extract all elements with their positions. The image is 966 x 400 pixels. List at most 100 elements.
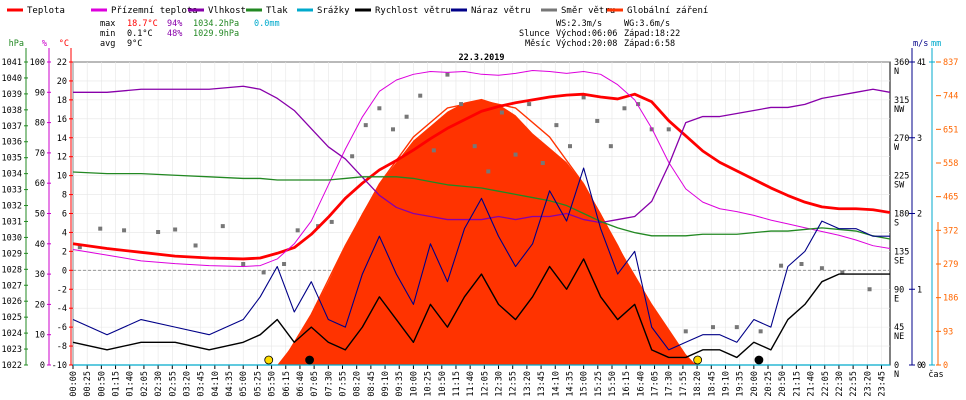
legend-label: Rychlost větru — [375, 6, 451, 16]
degc-tick-label: 8 — [62, 191, 67, 201]
ms-tick-label: 3 — [917, 134, 922, 144]
x-tick-label: 23:20 — [863, 371, 873, 397]
wind-direction-point — [758, 329, 763, 334]
wind-direction-point — [122, 228, 127, 233]
x-tick-label: 16:15 — [622, 371, 632, 397]
x-tick-label: 00:00 — [69, 371, 79, 397]
x-tick-label: 22:30 — [835, 371, 845, 397]
dir-tick-label: 360 — [894, 58, 909, 68]
sunset-info: Západ:18:22 — [624, 29, 680, 39]
degc-tick-label: -10 — [52, 361, 67, 371]
wind-direction-point — [513, 152, 518, 157]
legend-label: Náraz větru — [471, 6, 531, 16]
dir-tick-label: 135 — [894, 247, 909, 257]
wind-direction-point — [459, 102, 464, 107]
hpa-tick-label: 1030 — [2, 233, 22, 243]
x-tick-label: 20:50 — [778, 371, 788, 397]
pct-tick-label: 100 — [30, 58, 45, 68]
x-tick-label: 12:55 — [509, 371, 519, 397]
x-tick-label: 10:00 — [409, 371, 419, 397]
legend-label: Tlak — [266, 6, 288, 16]
stat-value: 48% — [167, 29, 182, 39]
wind-speed-info: WS:2.3m/s — [556, 19, 602, 29]
ms-tick-label: 2 — [917, 210, 922, 220]
degc-tick-label: 18 — [57, 96, 67, 106]
wind-direction-point — [377, 106, 382, 111]
dir-tick-label: SE — [894, 256, 904, 266]
dir-tick-label: 45 — [894, 323, 904, 333]
hpa-tick-label: 1037 — [2, 122, 22, 132]
radiation-area — [277, 98, 696, 365]
wind-direction-point — [734, 325, 739, 330]
wind-direction-point — [156, 230, 161, 235]
wind-direction-point — [527, 102, 532, 107]
degc-tick-label: -8 — [57, 342, 67, 352]
stats-row-label: min — [100, 29, 115, 39]
legend-item: Rychlost větru — [355, 6, 451, 16]
stat-value: 1034.2hPa — [193, 19, 239, 29]
wind-direction-point — [173, 227, 178, 232]
wm2-tick-label: 0 — [943, 361, 948, 371]
mm-axis-label: mm — [931, 39, 941, 49]
stats-row-label: avg — [100, 39, 115, 49]
wm2-tick-label: 837 — [943, 58, 958, 68]
wind-direction-point — [404, 114, 409, 119]
dir-tick-label: 0 — [894, 361, 899, 371]
wind-direction-point — [840, 270, 845, 275]
wind-direction-point — [554, 123, 559, 128]
x-tick-label: 08:45 — [367, 371, 377, 397]
x-tick-label: 04:35 — [225, 371, 235, 397]
x-tick-label: 02:30 — [154, 371, 164, 397]
wind-direction-point — [431, 148, 436, 153]
series-n-raz-v-tru-line — [72, 167, 890, 351]
wind-direction-point — [486, 169, 491, 174]
degc-tick-label: -2 — [57, 285, 67, 295]
hpa-tick-label: 1025 — [2, 313, 22, 323]
pct-tick-label: 10 — [35, 331, 45, 341]
pct-tick-label: 80 — [35, 119, 45, 129]
sunrise-marker — [264, 355, 274, 365]
wind-direction-point — [622, 106, 627, 111]
chart-title: 22.3.2019 — [458, 53, 504, 63]
degc-tick-label: 0 — [62, 266, 67, 276]
x-tick-label: 04:10 — [211, 371, 221, 397]
x-tick-label: 01:40 — [126, 371, 136, 397]
legend-label: Směr větru — [561, 6, 615, 16]
hpa-tick-label: 1034 — [2, 170, 22, 180]
pct-tick-label: 50 — [35, 210, 45, 220]
pct-tick-label: 30 — [35, 270, 45, 280]
ms-tick-label: 4 — [917, 58, 922, 68]
stat-value: 1029.9hPa — [193, 29, 239, 39]
x-tick-label: 21:40 — [807, 371, 817, 397]
x-tick-label: 06:40 — [296, 371, 306, 397]
wind-direction-point — [220, 224, 225, 229]
legend-item: Směr větru — [541, 6, 615, 16]
x-tick-label: 02:05 — [140, 371, 150, 397]
hpa-tick-label: 1038 — [2, 106, 22, 116]
dir-tick-label: S — [894, 219, 899, 229]
x-tick-label: 22:55 — [849, 371, 859, 397]
series-vlhkost-line — [73, 85, 891, 224]
sunset-marker — [693, 355, 703, 365]
pct-axis-label: % — [42, 39, 47, 49]
hpa-tick-label: 1036 — [2, 138, 22, 148]
wind-direction-point — [329, 219, 334, 224]
moonset-marker — [305, 355, 314, 365]
hpa-tick-label: 1024 — [2, 329, 22, 339]
moonrise-marker — [754, 355, 764, 365]
x-tick-label: 16:40 — [636, 371, 646, 397]
wind-direction-point — [241, 262, 246, 266]
dir-tick-label: 315 — [894, 96, 909, 106]
legend-item: Globální záření — [607, 6, 708, 16]
sun-info-label: Slunce — [519, 29, 550, 39]
pct-tick-label: 20 — [35, 300, 45, 310]
wind-direction-point — [499, 110, 504, 115]
wm2-tick-label: 465 — [943, 193, 958, 203]
degc-tick-label: -4 — [57, 304, 67, 314]
x-tick-label: 19:35 — [736, 371, 746, 397]
x-tick-label: 13:45 — [537, 371, 547, 397]
legend-item: Srážky — [297, 6, 350, 16]
x-tick-label: 13:20 — [523, 371, 533, 397]
dir-tick-label: NW — [894, 105, 905, 115]
